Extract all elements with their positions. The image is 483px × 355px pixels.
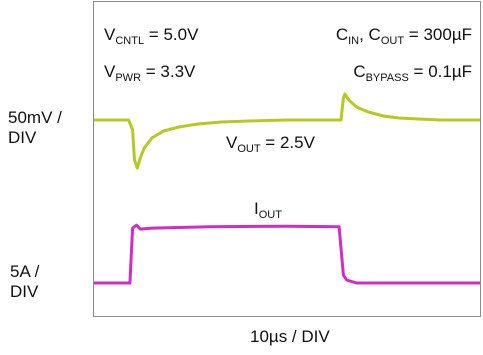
cin-cout-value: 300µF <box>423 25 472 44</box>
iout-label: IOUT <box>254 199 282 221</box>
iout-trace <box>94 223 480 285</box>
waveform-plot <box>94 92 480 285</box>
v-pwr-label: VPWR = 3.3V <box>104 62 196 84</box>
v-cntl-value: 5.0V <box>163 25 199 44</box>
c-bypass-value: 0.1µF <box>428 62 472 81</box>
vout-scale-label: 50mV / DIV <box>8 108 62 147</box>
v-cntl-label: VCNTL = 5.0V <box>104 25 199 47</box>
time-scale-label: 10µs / DIV <box>250 327 330 346</box>
c-bypass-label: CBYPASS = 0.1µF <box>353 62 472 84</box>
v-pwr-value: 3.3V <box>160 62 196 81</box>
scope-screen: VCNTL = 5.0V VPWR = 3.3V CIN, COUT = 300… <box>93 1 481 317</box>
iout-scale-label: 5A / DIV <box>10 262 40 301</box>
vout-trace <box>94 92 480 170</box>
vout-label: VOUT = 2.5V <box>226 133 315 155</box>
cin-cout-label: CIN, COUT = 300µF <box>335 25 472 47</box>
